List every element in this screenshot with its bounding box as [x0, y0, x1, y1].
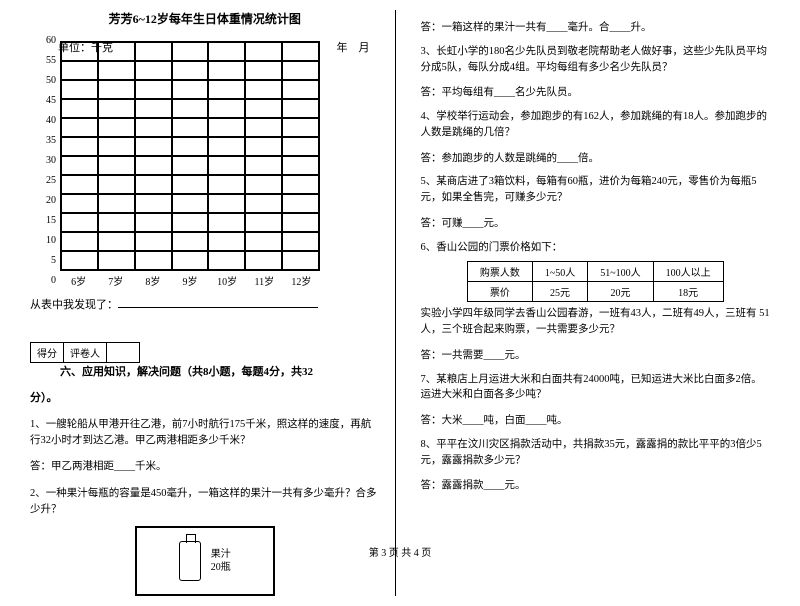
question-3: 3、长虹小学的180名少先队员到敬老院帮助老人做好事，这些少先队员平均分成5队，… [421, 44, 771, 76]
section-header: 得分 评卷人 [30, 342, 380, 363]
table-header: 1~50人 [532, 262, 587, 282]
score-label: 得分 [31, 343, 64, 362]
table-cell: 票价 [467, 282, 532, 302]
finding-label: 从表中我发现了： [30, 299, 118, 311]
answer-8: 答：露露捐款____元。 [421, 478, 771, 494]
score-box: 得分 评卷人 [30, 342, 140, 363]
y-tick: 10 [46, 235, 56, 246]
x-tick: 11岁 [246, 273, 283, 288]
question-1: 1、一艘轮船从甲港开往乙港，前7小时航行175千米，照这样的速度，再航行32小时… [30, 417, 380, 449]
y-tick: 45 [46, 95, 56, 106]
juice-box-illustration: 果汁 20瓶 [135, 526, 275, 596]
page-footer: 第 3 页 共 4 页 [0, 544, 800, 559]
x-tick: 8岁 [134, 273, 171, 288]
y-tick: 0 [51, 275, 56, 286]
y-tick: 20 [46, 195, 56, 206]
answer-7: 答：大米____吨，白面____吨。 [421, 413, 771, 429]
section-title: 六、应用知识，解决问题（共8小题，每题4分，共32 [60, 363, 380, 379]
question-7: 7、某粮店上月运进大米和白面共有24000吨，已知运进大米比白面多2倍。运进大米… [421, 372, 771, 404]
y-tick: 15 [46, 215, 56, 226]
y-tick: 5 [51, 255, 56, 266]
section-marks: 分）。 [30, 389, 380, 405]
table-header: 100人以上 [653, 262, 723, 282]
y-axis-labels: 60 55 50 45 40 35 30 25 20 15 10 5 0 [38, 35, 58, 275]
x-tick: 7岁 [97, 273, 134, 288]
question-6-body: 实验小学四年级同学去香山公园春游，一班有43人，二班有49人，三班有 51人，三… [421, 306, 771, 338]
table-row: 购票人数 1~50人 51~100人 100人以上 [467, 262, 723, 282]
x-tick: 12岁 [283, 273, 320, 288]
question-6: 6、香山公园的门票价格如下： [421, 240, 771, 256]
table-cell: 18元 [653, 282, 723, 302]
y-tick: 25 [46, 175, 56, 186]
x-tick: 10岁 [209, 273, 246, 288]
table-cell: 20元 [588, 282, 653, 302]
question-5: 5、某商店进了3箱饮料，每箱有60瓶，进价为每箱240元，零售价为每瓶5元，如果… [421, 174, 771, 206]
y-tick: 35 [46, 135, 56, 146]
answer-1: 答：甲乙两港相距____千米。 [30, 459, 380, 475]
answer-3: 答：平均每组有____名少先队员。 [421, 85, 771, 101]
blank-line[interactable] [118, 296, 318, 308]
score-blank[interactable] [107, 343, 139, 362]
y-tick: 50 [46, 75, 56, 86]
answer-4: 答：参加跑步的人数是跳绳的____倍。 [421, 151, 771, 167]
table-row: 票价 25元 20元 18元 [467, 282, 723, 302]
chart-container: 单位：千克 年 月 60 55 50 45 40 35 30 25 20 15 … [38, 41, 380, 288]
answer-2: 答：一箱这样的果汁一共有____毫升。合____升。 [421, 20, 771, 36]
question-2: 2、一种果汁每瓶的容量是450毫升，一箱这样的果汁一共有多少毫升？合多少升？ [30, 486, 380, 518]
answer-6: 答：一共需要____元。 [421, 348, 771, 364]
chart-title: 芳芳6~12岁每年生日体重情况统计图 [30, 10, 380, 27]
y-tick: 40 [46, 115, 56, 126]
chart-grid [60, 41, 320, 271]
table-header: 51~100人 [588, 262, 653, 282]
grader-label: 评卷人 [64, 343, 107, 362]
question-4: 4、学校举行运动会，参加跑步的有162人，参加跳绳的有18人。参加跑步的人数是跳… [421, 109, 771, 141]
y-tick: 60 [46, 35, 56, 46]
x-tick: 9岁 [171, 273, 208, 288]
answer-5: 答：可赚____元。 [421, 216, 771, 232]
question-8: 8、平平在汶川灾区捐款活动中，共捐款35元，露露捐的款比平平的3倍少5元，露露捐… [421, 437, 771, 469]
table-header: 购票人数 [467, 262, 532, 282]
ticket-price-table: 购票人数 1~50人 51~100人 100人以上 票价 25元 20元 18元 [467, 261, 724, 302]
x-axis-labels: 6岁 7岁 8岁 9岁 10岁 11岁 12岁 [60, 273, 320, 288]
y-tick: 55 [46, 55, 56, 66]
y-tick: 30 [46, 155, 56, 166]
table-cell: 25元 [532, 282, 587, 302]
chart-finding: 从表中我发现了： [30, 296, 380, 312]
x-tick: 6岁 [60, 273, 97, 288]
